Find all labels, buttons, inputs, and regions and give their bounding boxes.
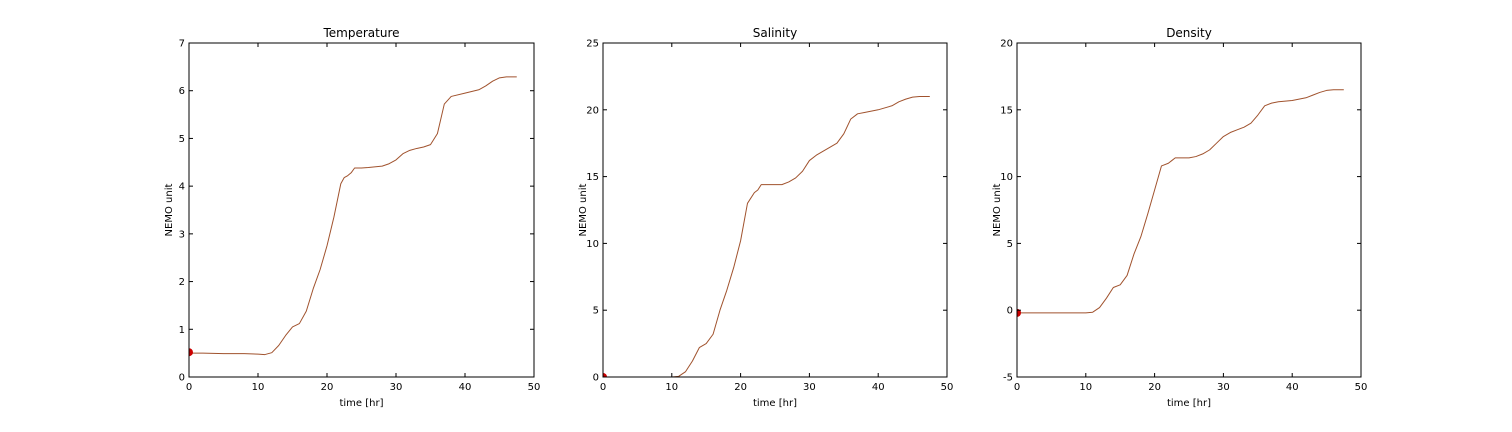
density-title: Density [1166, 26, 1212, 40]
temperature-xtick-label: 10 [252, 382, 265, 393]
salinity-xlabel: time [hr] [753, 398, 797, 409]
salinity-xtick-label: 50 [941, 382, 954, 393]
temperature-ytick-label: 1 [179, 325, 185, 336]
density-xlabel: time [hr] [1167, 398, 1211, 409]
temperature-ytick-label: 3 [179, 229, 185, 240]
temperature-start-marker [189, 348, 193, 357]
salinity-ytick-label: 10 [586, 239, 599, 250]
salinity-start-marker [603, 373, 607, 377]
salinity-axes-frame [602, 42, 948, 378]
temperature-series-line [189, 76, 517, 356]
salinity-xtick-label: 0 [600, 382, 606, 393]
temperature-xlabel: time [hr] [339, 398, 383, 409]
density-ytick-label: 20 [1000, 39, 1013, 50]
salinity-series-line [603, 95, 930, 378]
salinity-ylabel: NEMO unit [578, 183, 589, 236]
density-ytick-label: 10 [1000, 172, 1013, 183]
density-ytick-label: 15 [1000, 105, 1013, 116]
salinity-title: Salinity [753, 26, 797, 40]
salinity-chart: 0 10 20 30 40 50 0 5 10 15 20 25 Salinity time [hr] NE… [578, 26, 953, 409]
density-series-line [1017, 89, 1344, 314]
temperature-xtick-label: 30 [390, 382, 403, 393]
density-xtick-label: 30 [1217, 382, 1230, 393]
salinity-xtick-label: 20 [734, 382, 747, 393]
density-xtick-label: 40 [1286, 382, 1299, 393]
salinity-xtick-label: 10 [665, 382, 678, 393]
salinity-ytick-label: 20 [586, 105, 599, 116]
density-ytick-label: 0 [1007, 306, 1013, 317]
temperature-xtick-label: 20 [321, 382, 334, 393]
temperature-xtick-label: 40 [459, 382, 472, 393]
density-axes-frame [1016, 42, 1362, 378]
salinity-ytick-label: 15 [586, 172, 599, 183]
temperature-ytick-label: 4 [179, 182, 185, 193]
density-xtick-label: 0 [1014, 382, 1020, 393]
temperature-axes-frame [188, 42, 535, 378]
temperature-ylabel: NEMO unit [164, 183, 175, 236]
density-start-marker [1017, 308, 1021, 317]
salinity-ytick-label: 0 [593, 373, 599, 384]
temperature-ytick-label: 6 [179, 86, 185, 97]
density-ylabel: NEMO unit [992, 183, 1003, 236]
temperature-chart: 0 10 20 30 40 50 0 1 2 3 4 5 6 7 Temperature time [hr] N… [164, 26, 540, 409]
salinity-ytick-label: 25 [586, 39, 599, 50]
temperature-xtick-label: 0 [186, 382, 192, 393]
salinity-xtick-label: 40 [872, 382, 885, 393]
temperature-ytick-label: 5 [179, 134, 185, 145]
density-ytick-label: -5 [1003, 373, 1013, 384]
temperature-ytick-label: 2 [179, 277, 185, 288]
temperature-ytick-label: 7 [179, 39, 185, 50]
density-xtick-label: 10 [1079, 382, 1092, 393]
salinity-xtick-label: 30 [803, 382, 816, 393]
temperature-ytick-label: 0 [179, 373, 185, 384]
density-xtick-label: 50 [1355, 382, 1368, 393]
density-ytick-label: 5 [1007, 239, 1013, 250]
salinity-ytick-label: 5 [593, 306, 599, 317]
temperature-title: Temperature [322, 26, 399, 40]
temperature-xtick-label: 50 [528, 382, 541, 393]
density-xtick-label: 20 [1148, 382, 1161, 393]
